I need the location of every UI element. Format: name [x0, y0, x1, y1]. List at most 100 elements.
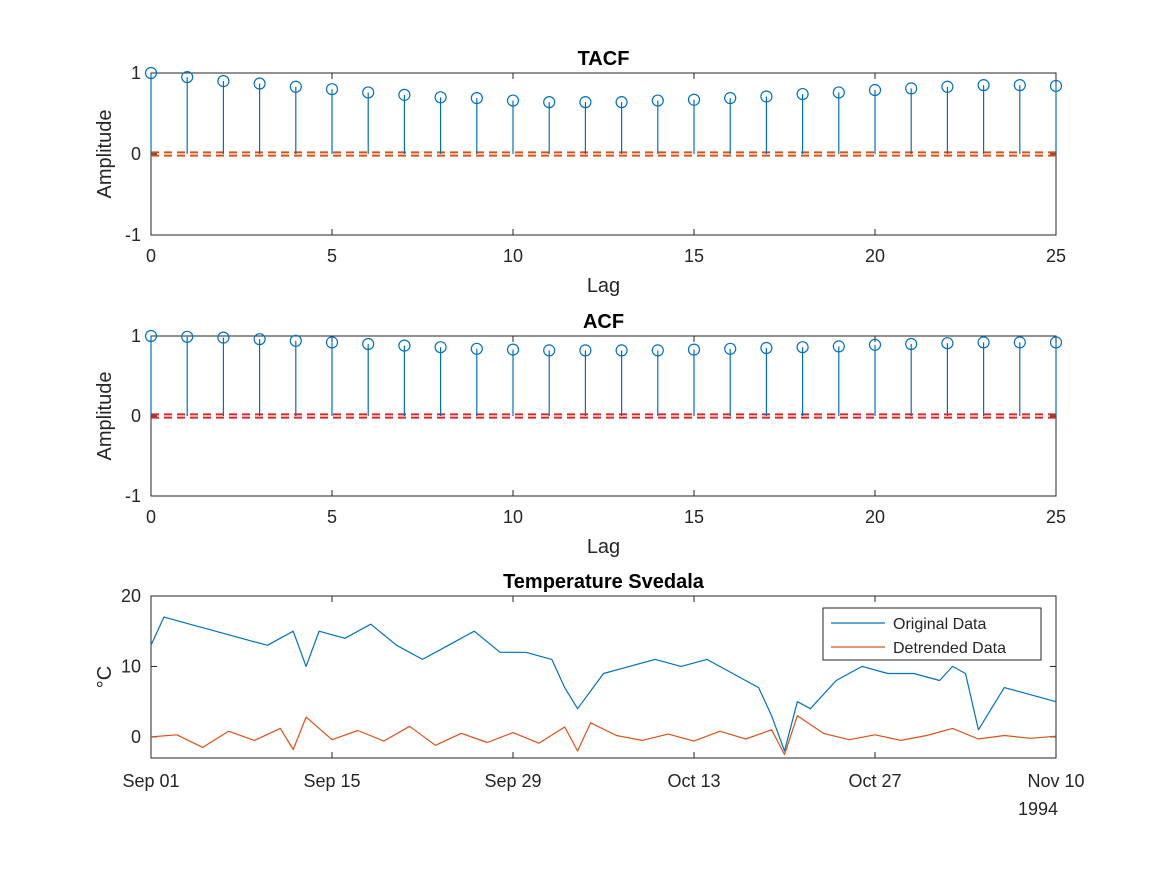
stem-marker — [796, 341, 809, 354]
x-axis-label: Lag — [587, 275, 620, 297]
stem-marker — [651, 94, 664, 107]
stem-marker — [543, 96, 556, 109]
panel-title: Temperature Svedala — [503, 571, 705, 593]
y-tick-label: 0 — [131, 727, 141, 747]
stem-marker — [1049, 336, 1063, 349]
x-tick-label: Oct 13 — [667, 771, 720, 791]
y-tick-label: 10 — [121, 656, 141, 676]
y-axis-label: Amplitude — [94, 372, 116, 461]
y-tick-label: 0 — [131, 144, 141, 164]
stem-marker — [181, 70, 194, 84]
stem-marker — [687, 343, 701, 356]
x-tick-label: Nov 10 — [1027, 771, 1084, 791]
stem-marker — [977, 79, 990, 92]
original-data-line — [150, 616, 1057, 752]
temperature-panel: Sep 01 Sep 15 Sep 29 Oct 13 Oct 27 Nov 10 1994… — [94, 571, 1085, 819]
y-tick-label: 1 — [131, 326, 141, 346]
stem-marker — [470, 342, 483, 355]
plot-area — [150, 72, 1057, 236]
y-tick-label: 20 — [121, 586, 141, 606]
stem-marker — [470, 92, 483, 105]
y-tick-label: -1 — [125, 225, 141, 245]
x-tick-label: 10 — [503, 246, 523, 266]
y-axis-label: Amplitude — [94, 110, 116, 199]
x-tick-label: 15 — [684, 246, 704, 266]
x-tick-label: 25 — [1046, 507, 1066, 527]
stem-marker — [905, 337, 918, 351]
x-tick-label: 15 — [684, 507, 704, 527]
stem-marker — [217, 331, 230, 344]
stem-marker — [579, 96, 592, 109]
detrended-data-line — [150, 715, 1057, 756]
x-tick-label: 10 — [503, 507, 523, 527]
stem-marker — [651, 344, 664, 357]
stem-marker — [615, 96, 628, 109]
panel-title: ACF — [583, 311, 624, 333]
stem-marker — [687, 93, 701, 106]
stem-marker — [905, 82, 918, 95]
x-tick-label: Sep 15 — [303, 771, 360, 791]
legend-entry: Original Data — [893, 616, 986, 633]
stem-marker — [760, 341, 773, 355]
stem-marker — [868, 83, 882, 97]
x-axis-label: Lag — [587, 536, 620, 558]
legend: Original Data Detrended Data — [822, 607, 1042, 661]
stem-marker — [325, 336, 339, 349]
x-tick-label: Sep 29 — [484, 771, 541, 791]
stem-marker — [398, 339, 411, 352]
stem-marker — [724, 342, 737, 355]
stem-marker — [253, 333, 266, 346]
stem-marker — [181, 330, 194, 343]
y-tick-label: 0 — [131, 406, 141, 426]
stem-marker — [217, 74, 230, 88]
plot-area — [150, 335, 1057, 497]
y-tick-label: 1 — [131, 63, 141, 83]
legend-entry: Detrended Data — [893, 640, 1006, 657]
stem-marker — [434, 91, 447, 104]
stem-marker — [506, 94, 520, 107]
stem-marker — [434, 341, 447, 354]
legend-box — [822, 607, 1042, 661]
stem-marker — [832, 86, 845, 99]
stem-marker — [1049, 79, 1063, 93]
stem-marker — [325, 83, 339, 96]
stem-marker — [362, 86, 375, 99]
stem-marker — [1013, 336, 1026, 349]
stem-marker — [760, 90, 773, 103]
x-tick-label: 20 — [865, 507, 885, 527]
x-tick-label: Oct 27 — [848, 771, 901, 791]
x-tick-label: 0 — [146, 507, 156, 527]
panel-title: TACF — [578, 48, 630, 70]
stem-marker — [832, 340, 845, 353]
stem-marker — [253, 77, 266, 90]
stem-marker — [615, 344, 628, 357]
y-tick-label: -1 — [125, 486, 141, 506]
stem-marker — [289, 334, 302, 347]
y-axis-label: °C — [94, 666, 116, 688]
stem-marker — [941, 337, 954, 350]
stem-marker — [941, 80, 954, 93]
x-tick-label: 20 — [865, 246, 885, 266]
stem-marker — [506, 343, 520, 356]
stem-marker — [868, 338, 882, 351]
x-tick-label: Sep 01 — [122, 771, 179, 791]
stem-marker — [724, 92, 737, 105]
stem-marker — [289, 80, 302, 93]
x-tick-label: 5 — [327, 507, 337, 527]
x-tick-label: 0 — [146, 246, 156, 266]
stem-marker — [796, 87, 809, 101]
stem-marker — [144, 329, 158, 343]
stem-marker — [579, 344, 592, 357]
stem-marker — [543, 344, 556, 357]
x-tick-year-label: 1994 — [1018, 799, 1058, 819]
x-tick-label: 5 — [327, 246, 337, 266]
stem-marker — [362, 337, 375, 351]
stem-marker — [144, 66, 158, 80]
stem-marker — [977, 336, 990, 349]
stem-marker — [1013, 79, 1026, 92]
x-tick-label: 25 — [1046, 246, 1066, 266]
stem-marker — [398, 88, 411, 101]
